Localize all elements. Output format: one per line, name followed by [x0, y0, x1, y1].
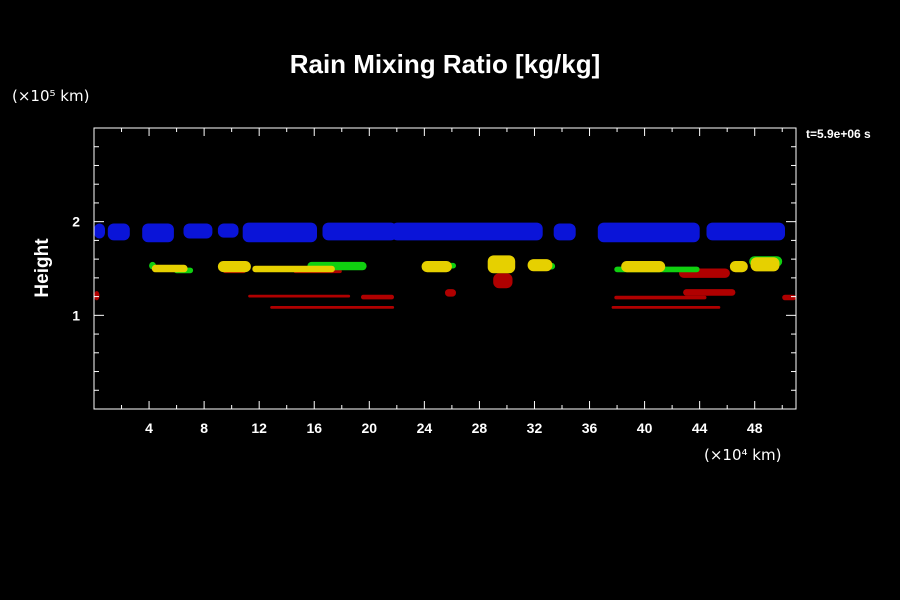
contour-blue [553, 223, 576, 241]
contour-red [445, 289, 456, 297]
contour-red [94, 291, 100, 301]
contour-red [270, 306, 395, 309]
x-unit-label: (×10⁴ km) [704, 446, 781, 464]
x-tick-label: 8 [200, 420, 208, 436]
contour-blue [322, 222, 397, 241]
x-tick-label: 20 [362, 420, 378, 436]
contour-yellow [487, 255, 516, 274]
contour-red [611, 306, 721, 309]
x-tick-label: 48 [747, 420, 763, 436]
time-label: t=5.9e+06 s [806, 127, 871, 141]
contour-yellow [729, 261, 748, 273]
rain-contours [94, 222, 796, 309]
x-tick-label: 32 [527, 420, 543, 436]
contour-red [493, 273, 513, 289]
chart-title: Rain Mixing Ratio [kg/kg] [290, 49, 601, 79]
contour-yellow [217, 261, 251, 273]
contour-blue [242, 222, 317, 243]
contour-yellow [750, 257, 780, 272]
contour-yellow [151, 264, 188, 273]
y-tick-label: 2 [72, 214, 80, 230]
x-tick-label: 16 [306, 420, 322, 436]
contour-red [782, 294, 796, 301]
contour-blue [597, 222, 700, 243]
contour-blue [94, 223, 105, 239]
x-tick-label: 4 [145, 420, 153, 436]
contour-yellow [527, 259, 553, 272]
x-tick-label: 36 [582, 420, 598, 436]
contour-blue [142, 223, 174, 243]
x-tick-label: 24 [417, 420, 433, 436]
y-axis-label: Height [32, 238, 53, 298]
contour-blue [391, 222, 543, 241]
contour-blue [706, 222, 785, 241]
y-unit-label: (×10⁵ km) [12, 87, 89, 105]
contour-blue [183, 223, 213, 239]
contour-red [683, 289, 736, 296]
contour-red [614, 295, 707, 300]
x-tick-label: 44 [692, 420, 708, 436]
contour-yellow [252, 265, 335, 273]
contour-red [248, 294, 351, 298]
contour-yellow [621, 261, 666, 273]
x-tick-label: 40 [637, 420, 653, 436]
contour-red [361, 294, 394, 300]
contour-blue [107, 223, 130, 241]
contour-blue [217, 223, 239, 238]
x-tick-label: 12 [251, 420, 267, 436]
x-tick-label: 28 [472, 420, 488, 436]
plot-frame [93, 127, 797, 410]
y-tick-label: 1 [72, 307, 80, 323]
contour-yellow [421, 261, 452, 273]
